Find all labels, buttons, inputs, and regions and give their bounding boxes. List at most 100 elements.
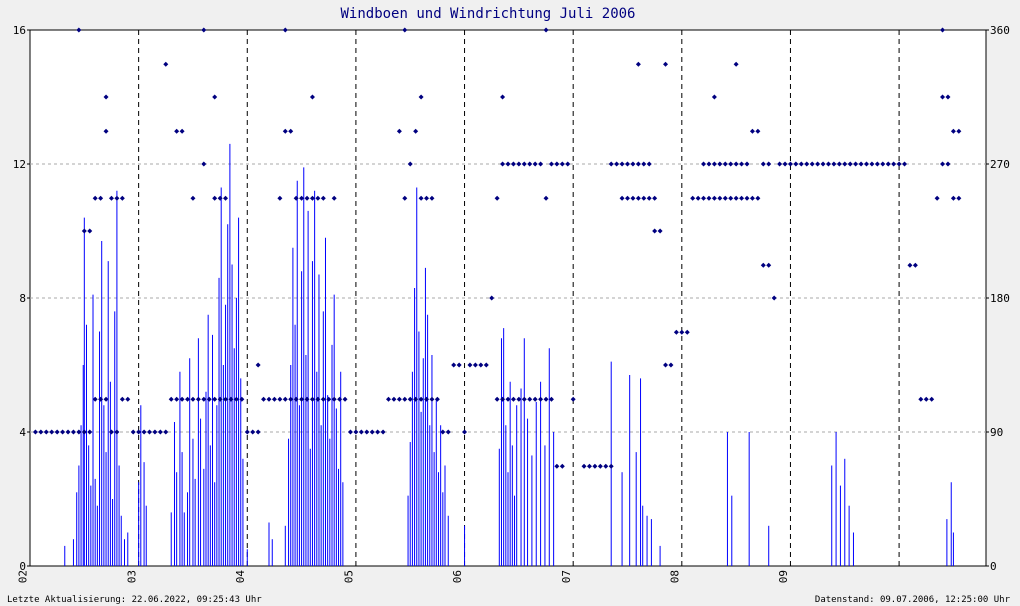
direction-point — [114, 429, 120, 435]
direction-point — [744, 195, 750, 201]
direction-point — [912, 262, 918, 268]
direction-point — [559, 463, 565, 469]
direction-point — [43, 429, 49, 435]
direction-point — [652, 228, 658, 234]
chart-title: Windboen und Windrichtung Juli 2006 — [340, 6, 635, 22]
direction-point — [728, 195, 734, 201]
direction-point — [185, 396, 191, 402]
direction-point — [679, 329, 685, 335]
direction-point — [418, 94, 424, 100]
direction-point — [228, 396, 234, 402]
direction-point — [739, 161, 745, 167]
direction-point — [277, 195, 283, 201]
direction-point — [418, 396, 424, 402]
direction-point — [309, 396, 315, 402]
direction-point — [570, 396, 576, 402]
direction-point — [733, 61, 739, 67]
direction-point — [744, 161, 750, 167]
direction-point — [956, 128, 962, 134]
y-left-tick-label: 12 — [13, 158, 26, 171]
direction-point — [657, 228, 663, 234]
footer-data-state: Datenstand: 09.07.2006, 12:25:00 Uhr — [815, 595, 1011, 605]
direction-point — [98, 195, 104, 201]
direction-point — [869, 161, 875, 167]
direction-point — [543, 27, 549, 33]
y-right-tick-label: 360 — [990, 24, 1010, 37]
direction-point — [766, 262, 772, 268]
direction-point — [190, 195, 196, 201]
direction-point — [739, 195, 745, 201]
y-right-tick-label: 0 — [990, 560, 997, 573]
direction-point — [510, 161, 516, 167]
direction-point — [418, 195, 424, 201]
direction-point — [92, 396, 98, 402]
direction-point — [608, 161, 614, 167]
direction-point — [223, 396, 229, 402]
direction-point — [206, 396, 212, 402]
direction-point — [103, 396, 109, 402]
direction-point — [299, 195, 305, 201]
direction-point — [701, 161, 707, 167]
direction-point — [179, 396, 185, 402]
direction-point — [619, 161, 625, 167]
y-left-tick-label: 8 — [19, 292, 26, 305]
direction-point — [614, 161, 620, 167]
y-left-tick-label: 16 — [13, 24, 26, 37]
direction-point — [500, 94, 506, 100]
direction-point — [38, 429, 44, 435]
direction-point — [521, 161, 527, 167]
direction-point — [462, 429, 468, 435]
direction-point — [880, 161, 886, 167]
direction-point — [407, 161, 413, 167]
direction-point — [945, 161, 951, 167]
direction-point — [347, 429, 353, 435]
direction-point — [635, 195, 641, 201]
direction-point — [396, 396, 402, 402]
direction-point — [777, 161, 783, 167]
direction-point — [630, 161, 636, 167]
direction-point — [331, 396, 337, 402]
direction-point — [451, 362, 457, 368]
x-tick-label: 04 — [234, 570, 247, 584]
direction-point — [717, 195, 723, 201]
direction-point — [320, 195, 326, 201]
direction-point — [586, 463, 592, 469]
direction-point — [413, 396, 419, 402]
direction-point — [190, 396, 196, 402]
direction-point — [223, 195, 229, 201]
x-tick-label: 03 — [125, 570, 138, 583]
direction-point — [760, 262, 766, 268]
direction-point — [554, 463, 560, 469]
direction-point — [60, 429, 66, 435]
direction-point — [864, 161, 869, 167]
direction-point — [304, 195, 310, 201]
direction-point — [54, 429, 60, 435]
direction-point — [847, 161, 853, 167]
direction-point — [891, 161, 897, 167]
direction-point — [440, 429, 446, 435]
direction-point — [456, 362, 462, 368]
direction-point — [81, 429, 87, 435]
y-right-tick-label: 90 — [990, 426, 1003, 439]
direction-point — [212, 396, 218, 402]
direction-point — [255, 362, 261, 368]
direction-point — [858, 161, 864, 167]
direction-point — [521, 396, 527, 402]
direction-point — [505, 161, 511, 167]
direction-point — [342, 396, 348, 402]
direction-point — [956, 195, 962, 201]
direction-point — [543, 396, 549, 402]
direction-point — [217, 396, 223, 402]
direction-point — [429, 396, 435, 402]
direction-point — [494, 396, 500, 402]
direction-point — [766, 161, 772, 167]
direction-point — [592, 463, 598, 469]
direction-point — [98, 396, 104, 402]
direction-point — [940, 27, 946, 33]
x-tick-label: 08 — [668, 570, 681, 583]
direction-point — [386, 396, 391, 402]
direction-point — [174, 396, 180, 402]
x-tick-label: 06 — [451, 570, 464, 583]
direction-point — [402, 27, 408, 33]
